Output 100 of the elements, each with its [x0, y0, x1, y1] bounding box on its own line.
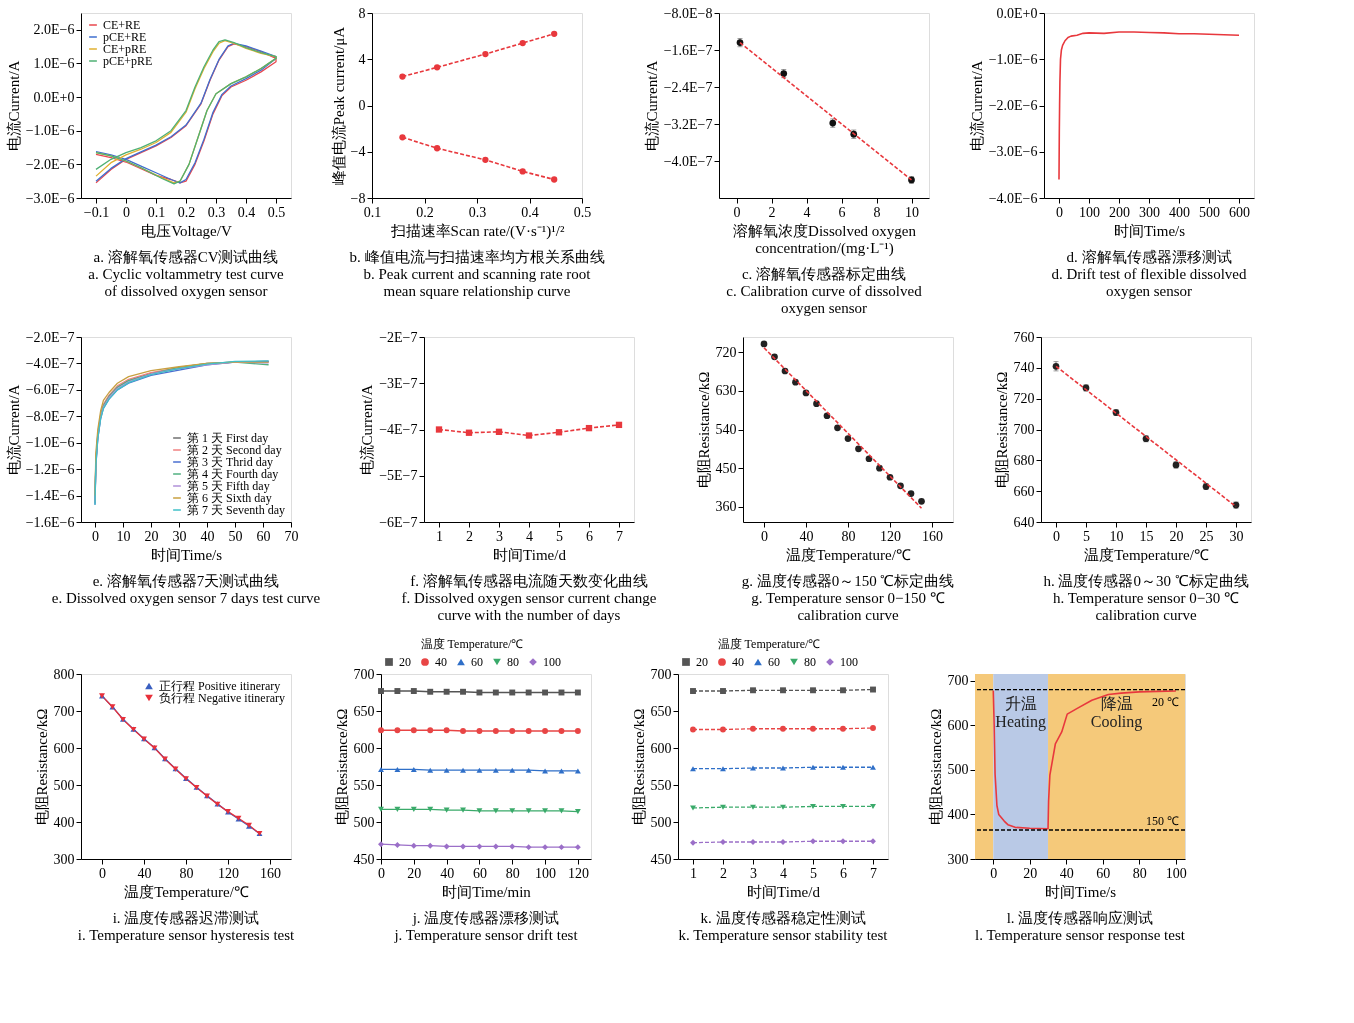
y-tick-label: 8 [358, 5, 366, 21]
x-tick-label: 400 [1169, 204, 1190, 220]
y-tick-label: 4 [358, 51, 366, 67]
text: d. Drift test of flexible dissolved oxygen sensor [1051, 266, 1247, 299]
x-tick-label: 8 [873, 204, 881, 220]
legend-label: 第 1 天 First day [187, 431, 269, 445]
y-tick-label: −4.0E−7 [25, 355, 75, 371]
y-tick-label: 450 [353, 851, 375, 867]
band-label: 升温 Heating [995, 695, 1046, 732]
x-tick-label: 40 [137, 865, 152, 881]
text: k. Temperature sensor stability test [678, 927, 889, 943]
text: l. 温度传感器响应测试 [1006, 910, 1154, 926]
x-tick-label: 100 [535, 865, 557, 881]
y-tick-label: −3.0E−6 [25, 190, 75, 206]
x-tick-label: 0.4 [521, 204, 539, 220]
y-tick-label: −8.0E−7 [25, 408, 75, 424]
y-tick-label: 500 [947, 762, 969, 778]
text: a. 溶解氧传感器CV测试曲线 [93, 249, 279, 265]
legend-label: 第 5 天 Fifth day [187, 479, 270, 493]
x-tick-label: 0.3 [207, 204, 226, 220]
y-tick-label: −3.0E−6 [988, 144, 1038, 160]
x-tick-label: 80 [1132, 865, 1147, 881]
text: b. 峰值电流与扫描速率均方根关系曲线 [349, 249, 605, 265]
y-tick-label: 600 [650, 740, 672, 756]
y-tick-label: −2.0E−6 [25, 156, 75, 172]
x-tick-label: 40 [200, 528, 215, 544]
y-tick-label: 600 [53, 740, 75, 756]
y-tick-label: −8.0E−8 [663, 5, 713, 21]
legend-label: CE+RE [103, 18, 141, 32]
legend-label: 60 [471, 655, 483, 669]
x-tick-label: 40 [440, 865, 455, 881]
ref-line-label: 20 ℃ [1152, 694, 1179, 709]
x-tick-label: 2 [466, 528, 473, 544]
x-tick-label: 0.1 [147, 204, 166, 220]
y-tick-label: −1.4E−6 [25, 488, 75, 504]
y-tick-label: −2.0E−6 [988, 98, 1038, 113]
text: j. Temperature sensor drift test [393, 927, 579, 943]
x-tick-label: 2 [720, 865, 727, 881]
x-axis-title: 温度Temperature/℃ [786, 546, 911, 563]
x-axis-title: 时间Time/d [747, 883, 821, 900]
y-axis-title: 电阻Resistance/kΩ [695, 371, 712, 489]
y-tick-label: 360 [715, 499, 737, 515]
legend-label: 60 [768, 655, 780, 669]
legend-label: 80 [507, 655, 519, 669]
x-tick-label: 7 [870, 865, 877, 881]
x-tick-label: 0 [92, 528, 99, 544]
x-tick-label: 10 [905, 204, 919, 220]
y-tick-label: −3.2E−7 [663, 116, 713, 132]
x-tick-label: 0 [761, 528, 768, 544]
x-axis-title: 时间Time/d [493, 546, 567, 563]
y-tick-label: 660 [1013, 483, 1035, 499]
x-tick-label: 2 [768, 204, 776, 220]
text: h. Temperature sensor 0−30 ℃ calibration curve [1053, 590, 1239, 623]
y-tick-label: −1.0E−6 [25, 123, 75, 139]
y-tick-label: 0.0E+0 [33, 89, 75, 105]
x-axis-title: 电压Voltage/V [141, 222, 232, 239]
x-tick-label: 5 [810, 865, 817, 881]
x-tick-label: 0 [1056, 204, 1063, 220]
x-tick-label: 0.3 [468, 204, 487, 220]
x-tick-label: 0.2 [177, 204, 196, 220]
y-tick-label: 700 [650, 666, 672, 682]
text: g. Temperature sensor 0−150 ℃ calibration curve [751, 590, 945, 623]
y-tick-label: −4 [350, 144, 366, 160]
x-tick-label: −0.1 [83, 204, 110, 220]
y-tick-label: 500 [53, 777, 75, 793]
legend-label: 第 4 天 Fourth day [187, 467, 279, 481]
y-tick-label: 640 [1013, 514, 1035, 530]
y-tick-label: −1.0E−6 [988, 51, 1038, 67]
text: f. Dissolved oxygen sensor current change curve with the number of days [401, 590, 657, 623]
text: e. Dissolved oxygen sensor 7 days test curve [51, 590, 321, 606]
legend-label: 正行程 Positive itinerary [159, 679, 281, 693]
x-tick-label: 4 [780, 865, 787, 881]
x-tick-label: 100 [1079, 204, 1100, 220]
x-tick-label: 3 [750, 865, 757, 881]
y-axis-title: 电流Current/A [5, 60, 22, 152]
legend-label: 80 [804, 655, 816, 669]
x-tick-label: 120 [218, 865, 239, 881]
x-axis-title: 溶解氧浓度Dissolved oxygen concentration/(mg·L⁻¹) [733, 222, 917, 257]
y-tick-label: 400 [947, 806, 969, 822]
y-tick-label: −8 [350, 190, 366, 206]
y-tick-label: −4E−7 [379, 422, 418, 437]
y-tick-label: 800 [53, 666, 75, 682]
x-tick-label: 0.5 [267, 204, 286, 220]
x-tick-label: 120 [880, 528, 901, 544]
y-tick-label: 600 [947, 717, 969, 733]
y-tick-label: −2.4E−7 [663, 79, 713, 95]
y-axis-title: 电流Current/A [359, 384, 376, 476]
y-axis-title: 峰值电流Peak current/μA [330, 26, 347, 186]
x-tick-label: 40 [799, 528, 814, 544]
band-label: 降温 Cooling [1090, 695, 1143, 732]
y-tick-label: 630 [715, 383, 737, 399]
text: f. 溶解氧传感器电流随天数变化曲线 [410, 573, 648, 589]
x-tick-label: 20 [1023, 865, 1038, 881]
y-tick-label: −4.0E−6 [988, 190, 1038, 206]
x-tick-label: 4 [803, 204, 811, 220]
x-tick-label: 6 [838, 204, 846, 220]
text: d. 溶解氧传感器漂移测试 [1066, 249, 1232, 265]
text: h. 温度传感器0～30 ℃标定曲线 [1043, 573, 1249, 589]
legend-label: 第 7 天 Seventh day [187, 503, 285, 517]
legend-label: 40 [732, 655, 744, 669]
